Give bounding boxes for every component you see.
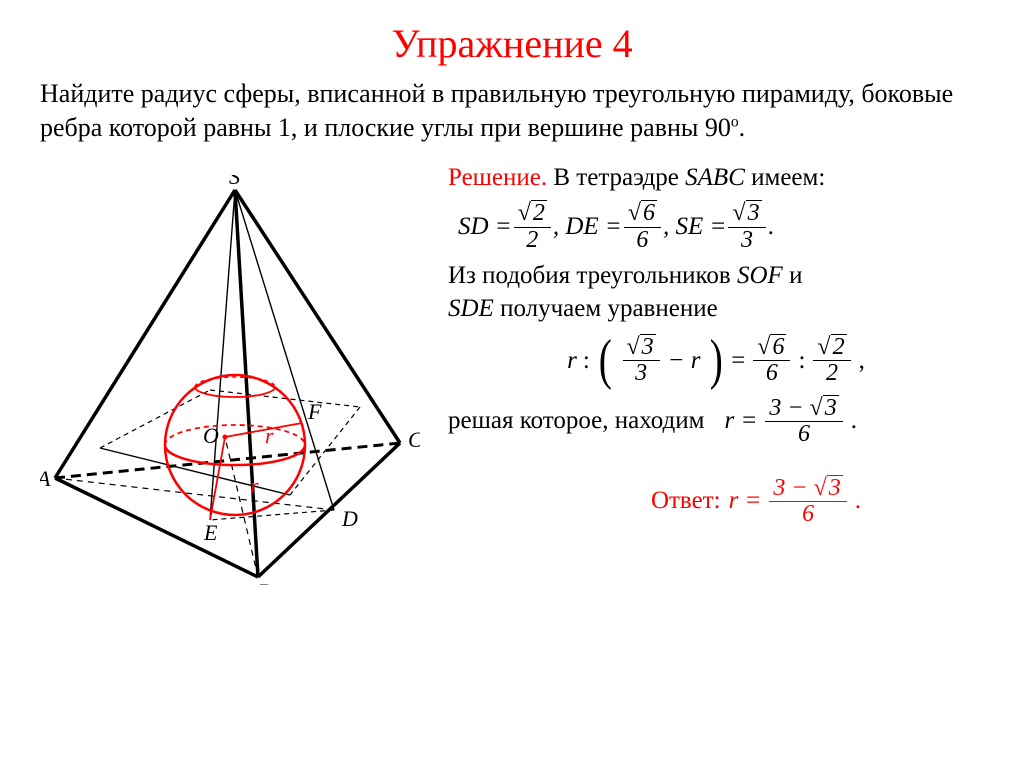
result-den: 6 xyxy=(794,422,814,447)
answer-frac: 3 − √3 6 xyxy=(769,475,846,527)
sd-num: 2 xyxy=(531,200,547,226)
ratio-r: r xyxy=(567,344,577,378)
ratio-minus-r: − r xyxy=(668,344,701,378)
svg-text:C: C xyxy=(408,427,420,452)
answer-numa: 3 − xyxy=(773,475,807,501)
svg-text:B: B xyxy=(258,579,271,585)
page: Упражнение 4 Найдите радиус сферы, вписа… xyxy=(0,0,1024,767)
answer-den: 6 xyxy=(798,502,818,527)
problem-text: Найдите радиус сферы, вписанной в правил… xyxy=(40,77,984,145)
ratio-colon1: : xyxy=(583,344,590,378)
eq1-tail: . xyxy=(768,210,774,244)
similarity-line: Из подобия треугольников SOF и SDE получ… xyxy=(448,259,984,327)
answer-lhs: r = xyxy=(729,484,762,518)
sim-tri-1: SOF xyxy=(737,262,783,289)
se-num: 3 xyxy=(746,200,762,226)
rparen-icon: ) xyxy=(709,344,722,378)
de-lhs: , DE = xyxy=(553,210,622,244)
se-den: 3 xyxy=(737,228,757,253)
figure-column: S A B C D E O Frr xyxy=(40,161,420,590)
rb-num: 6 xyxy=(770,334,786,360)
sim-tri-2: SDE xyxy=(448,295,494,322)
svg-text:E: E xyxy=(203,520,218,545)
rb-den: 6 xyxy=(762,361,782,386)
sim-mid: и xyxy=(783,262,803,289)
answer-numb: 3 xyxy=(827,475,843,501)
degree-superscript: о xyxy=(731,113,739,130)
rc-num: 2 xyxy=(831,334,847,360)
result-frac: 3 − √3 6 xyxy=(765,395,842,447)
rc-den: 2 xyxy=(822,361,842,386)
de-num: 6 xyxy=(641,200,657,226)
solution-column: Решение. В тетраэдре SABC имеем: SD = √2… xyxy=(448,161,984,590)
answer-formula: r = 3 − √3 6 . xyxy=(729,475,861,527)
equation-sd-de-se: SD = √2 2 , DE = √6 6 , SE = √3 3 . xyxy=(458,200,984,252)
result-numa: 3 − xyxy=(769,395,803,421)
pyramid-diagram: S A B C D E O Frr xyxy=(40,175,420,585)
solve-text: решая которое, находим xyxy=(448,404,704,438)
sim-1: Из подобия треугольников xyxy=(448,262,737,289)
de-den: 6 xyxy=(632,228,652,253)
exercise-title: Упражнение 4 xyxy=(40,20,984,67)
svg-text:D: D xyxy=(341,506,358,531)
lead-tail: В тетраэдре xyxy=(547,164,685,191)
problem-tail: . xyxy=(739,113,746,142)
svg-text:r: r xyxy=(250,473,259,498)
sd-lhs: SD = xyxy=(458,210,512,244)
ratio-colon2: : xyxy=(798,344,805,378)
ratio-c: √2 2 xyxy=(813,334,850,386)
svg-text:S: S xyxy=(229,175,240,189)
svg-text:O: O xyxy=(203,423,219,448)
content-columns: SABCDEOFrr Решение. В тетраэдре SABC име… xyxy=(40,161,984,590)
tetra-name: SABC xyxy=(685,164,745,191)
answer-label: Ответ: xyxy=(651,484,721,518)
ratio-b: √6 6 xyxy=(753,334,790,386)
ratio-comma: , xyxy=(859,344,865,378)
ratio-eq: = xyxy=(731,344,745,378)
ratio-equation: r : ( √3 3 − r ) = √6 6 : √2 2 xyxy=(448,334,984,386)
result-lhs: r = xyxy=(724,404,757,438)
result-tail: . xyxy=(851,404,857,438)
svg-text:F: F xyxy=(307,399,322,424)
svg-text:r: r xyxy=(265,423,274,448)
answer-tail: . xyxy=(855,484,861,518)
se-frac: √3 3 xyxy=(728,200,765,252)
result-numb: 3 xyxy=(823,395,839,421)
sim-2: получаем уравнение xyxy=(494,295,718,322)
sd-frac: √2 2 xyxy=(514,200,551,252)
sd-den: 2 xyxy=(522,228,542,253)
ra-num: 3 xyxy=(640,334,656,360)
solution-lead-line: Решение. В тетраэдре SABC имеем: xyxy=(448,161,984,195)
ra-den: 3 xyxy=(631,361,651,386)
de-frac: √6 6 xyxy=(624,200,661,252)
answer-row: Ответ: r = 3 − √3 6 . xyxy=(448,475,984,527)
problem-body: Найдите радиус сферы, вписанной в правил… xyxy=(40,79,953,142)
svg-text:A: A xyxy=(40,466,51,491)
lead-tail2: имеем: xyxy=(745,164,825,191)
result-formula: r = 3 − √3 6 . xyxy=(724,395,856,447)
ratio-a: √3 3 xyxy=(623,334,660,386)
lparen-icon: ( xyxy=(599,344,612,378)
solution-label: Решение. xyxy=(448,164,547,191)
se-lhs: , SE = xyxy=(663,210,726,244)
solve-line: решая которое, находим r = 3 − √3 6 . xyxy=(448,395,984,447)
